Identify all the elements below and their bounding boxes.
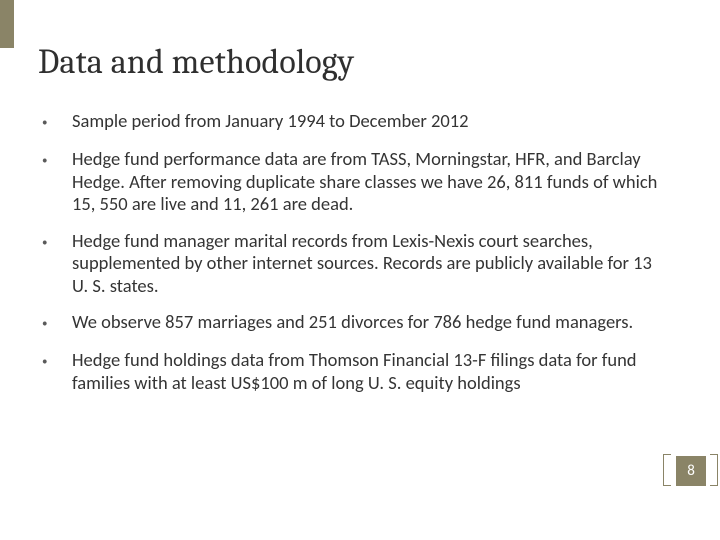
list-item: • Hedge fund holdings data from Thomson … [42, 349, 662, 394]
list-item: • Hedge fund manager marital records fro… [42, 230, 662, 298]
bullet-icon: • [42, 110, 72, 134]
slide: Data and methodology • Sample period fro… [0, 0, 720, 540]
list-item: • Hedge fund performance data are from T… [42, 148, 662, 216]
page-number-badge: 8 [676, 456, 706, 486]
bullet-icon: • [42, 349, 72, 373]
page-bracket-left-icon [663, 454, 671, 486]
bullet-text: Hedge fund holdings data from Thomson Fi… [72, 349, 662, 394]
bullet-icon: • [42, 230, 72, 254]
bullet-text: We observe 857 marriages and 251 divorce… [72, 311, 633, 334]
page-bracket-right-icon [710, 454, 718, 486]
bullet-text: Hedge fund manager marital records from … [72, 230, 662, 298]
list-item: • Sample period from January 1994 to Dec… [42, 110, 662, 134]
bullet-icon: • [42, 311, 72, 335]
bullet-list: • Sample period from January 1994 to Dec… [42, 110, 662, 409]
bullet-icon: • [42, 148, 72, 172]
accent-bar [0, 0, 14, 48]
page-title: Data and methodology [38, 42, 354, 82]
list-item: • We observe 857 marriages and 251 divor… [42, 311, 662, 335]
bullet-text: Hedge fund performance data are from TAS… [72, 148, 662, 216]
bullet-text: Sample period from January 1994 to Decem… [72, 110, 469, 133]
